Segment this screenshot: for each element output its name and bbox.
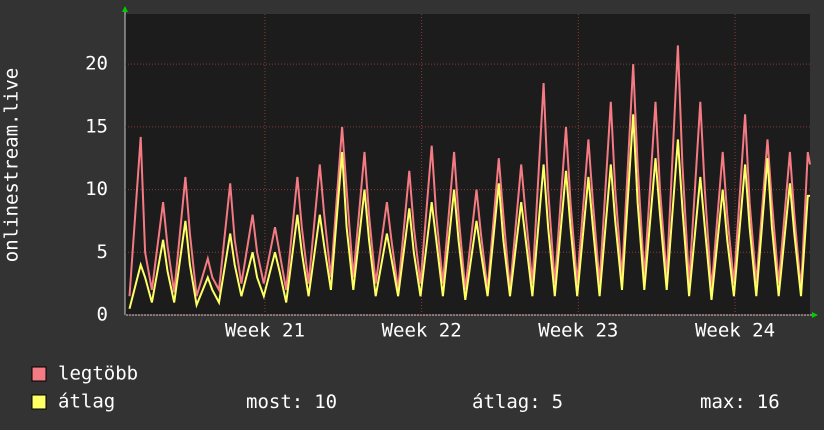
legend-label: legtöbb: [58, 363, 138, 385]
legend-swatch: [31, 366, 47, 382]
stat-value: 5: [552, 391, 563, 413]
x-tick-label: Week 21: [225, 320, 305, 342]
stat-value: 10: [314, 391, 337, 413]
x-arrow: [812, 312, 818, 318]
y-tick-label: 10: [85, 178, 108, 200]
legend-label: átlag: [58, 391, 115, 413]
legend-swatch: [31, 394, 47, 410]
y-arrow: [122, 6, 128, 12]
y-tick-label: 15: [85, 115, 108, 137]
stat-label: átlag:: [472, 391, 541, 413]
y-tick-label: 20: [85, 53, 108, 75]
stat-label: max:: [700, 391, 746, 413]
stat-value: 16: [757, 391, 780, 413]
legend-stat: most: 10: [246, 391, 337, 413]
y-tick-label: 0: [97, 304, 108, 326]
legend-stat: max: 16: [700, 391, 780, 413]
y-axis-label: onlinestream.live: [1, 68, 23, 262]
legend-stat: átlag: 5: [472, 391, 563, 413]
y-tick-label: 5: [97, 241, 108, 263]
x-tick-label: Week 22: [382, 320, 462, 342]
stat-label: most:: [246, 391, 303, 413]
series-line: [128, 45, 811, 297]
series-line: [128, 114, 810, 309]
x-tick-label: Week 23: [538, 320, 618, 342]
x-tick-label: Week 24: [695, 320, 775, 342]
